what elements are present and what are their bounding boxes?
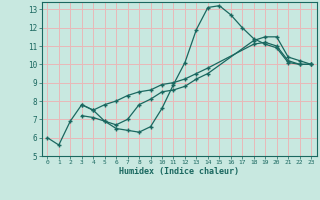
X-axis label: Humidex (Indice chaleur): Humidex (Indice chaleur) bbox=[119, 167, 239, 176]
